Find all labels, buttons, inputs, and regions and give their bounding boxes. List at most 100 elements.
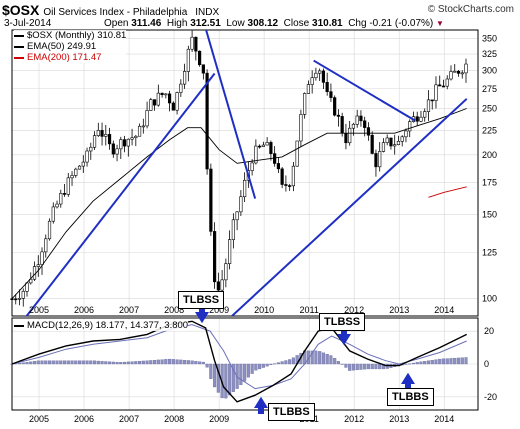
macd-x-tick-label: 2008 <box>164 414 184 424</box>
candle-body <box>134 135 138 139</box>
macd-histogram-bar <box>243 363 247 382</box>
trendline <box>25 72 216 316</box>
macd-y-tick-label: 20 <box>484 326 494 336</box>
chg-label: Chg <box>348 18 367 29</box>
candle-body <box>51 206 55 222</box>
candle-body <box>321 70 326 83</box>
close-label: Close <box>283 18 310 29</box>
macd-histogram-bar <box>336 361 340 365</box>
price-y-tick-label: 350 <box>482 34 497 44</box>
macd-histogram-bar <box>434 359 438 365</box>
macd-histogram-bar <box>145 360 149 365</box>
macd-histogram-bar <box>89 360 93 365</box>
callout-tlbbs-2009: TLBBS <box>268 403 315 421</box>
macd-histogram-bar <box>325 353 329 365</box>
ema-lines <box>11 108 467 300</box>
macd-histogram-bar <box>111 361 115 365</box>
candle-body <box>235 211 239 221</box>
macd-x-tick-label: 2013 <box>389 414 409 424</box>
candle-body <box>156 92 160 106</box>
macd-histogram-bar <box>363 363 367 370</box>
candle-body <box>318 70 322 74</box>
price-y-tick-label: 300 <box>482 66 497 76</box>
callout-tlbss-2011: TLBSS <box>319 313 366 331</box>
ema50-line <box>11 108 467 300</box>
price-x-tick-label: 2010 <box>254 305 274 315</box>
candle-body <box>250 162 254 171</box>
macd-histogram-bar <box>29 361 33 365</box>
price-y-tick-label: 200 <box>482 150 497 160</box>
candle-body <box>408 121 412 132</box>
candle-body <box>198 50 202 66</box>
candle-body <box>171 102 175 111</box>
legend-item-ema50: EMA(50) 249.91 <box>14 41 126 52</box>
macd-histogram-bar <box>273 363 277 365</box>
macd-histogram-bar <box>408 363 412 365</box>
candle-body <box>239 196 243 213</box>
arrow-down-icon <box>195 306 209 324</box>
candle-body <box>115 148 119 155</box>
quote-date: 3-Jul-2014 <box>4 18 52 29</box>
macd-y-axis: -20 0 20 <box>484 326 497 402</box>
candle-body <box>348 127 352 144</box>
candle-body <box>344 132 348 144</box>
macd-x-tick-label: 2012 <box>344 414 364 424</box>
candle-body <box>44 238 48 253</box>
trendline <box>313 59 416 122</box>
candle-body <box>194 36 198 52</box>
price-x-tick-label: 2014 <box>434 305 454 315</box>
macd-x-tick-label: 2007 <box>119 414 139 424</box>
candle-body <box>273 153 277 164</box>
stockcharts-credit: © StockCharts.com <box>427 4 514 15</box>
macd-histogram-bar <box>213 363 217 388</box>
price-x-tick-label: 2009 <box>209 305 229 315</box>
callout-tlbss-2008: TLBSS <box>178 291 225 309</box>
callout-tlbbs-2013: TLBBS <box>387 388 434 406</box>
candle-body <box>243 179 247 198</box>
arrow-up-icon <box>254 396 268 414</box>
ticker-symbol: $OSX <box>2 2 40 18</box>
legend-price-label: $OSX (Monthly) 310.81 <box>27 30 127 41</box>
candle-body <box>104 134 108 137</box>
candle-body <box>336 114 341 117</box>
macd-signal-line <box>11 324 467 390</box>
exchange-label: INDX <box>195 7 220 18</box>
macd-histogram-bar <box>96 360 100 365</box>
candle-body <box>228 239 232 264</box>
macd-histogram-bar <box>201 361 205 365</box>
macd-histogram-bar <box>269 363 273 365</box>
candle-body <box>359 115 363 122</box>
candle-body <box>224 263 228 281</box>
legend-ema50-label: EMA(50) 249.91 <box>27 41 97 52</box>
candle-body <box>167 93 172 104</box>
macd-histogram-bar <box>74 360 78 365</box>
macd-histogram-bar <box>149 360 153 365</box>
macd-histogram-bar <box>77 360 82 365</box>
candle-body <box>216 281 220 291</box>
open-value: 311.46 <box>131 18 162 29</box>
macd-histogram-bar <box>445 358 449 365</box>
candle-body <box>74 168 78 176</box>
candle-body <box>179 83 183 93</box>
candle-body <box>145 110 149 127</box>
candle-body <box>40 251 44 266</box>
macd-histogram-bar <box>216 363 220 393</box>
macd-histogram-bar <box>348 363 352 371</box>
candle-body <box>400 136 404 142</box>
macd-x-tick-label: 2005 <box>29 414 49 424</box>
macd-histogram-bar <box>355 363 359 371</box>
macd-histogram-bar <box>179 359 183 365</box>
chg-value: -0.21 (-0.07%) <box>369 18 434 29</box>
candle-body <box>209 168 213 232</box>
candle-body <box>96 130 100 136</box>
legend-ema200-label: EMA(200) 171.47 <box>27 52 102 63</box>
macd-histogram-bar <box>321 352 325 365</box>
price-y-tick-label: 275 <box>482 84 497 94</box>
candle-body <box>381 142 386 152</box>
macd-histogram-bar <box>81 360 85 365</box>
macd-histogram-bar <box>175 359 179 365</box>
macd-histogram-bar <box>426 360 431 365</box>
price-y-tick-label: 150 <box>482 210 497 220</box>
candle-body <box>261 144 265 147</box>
